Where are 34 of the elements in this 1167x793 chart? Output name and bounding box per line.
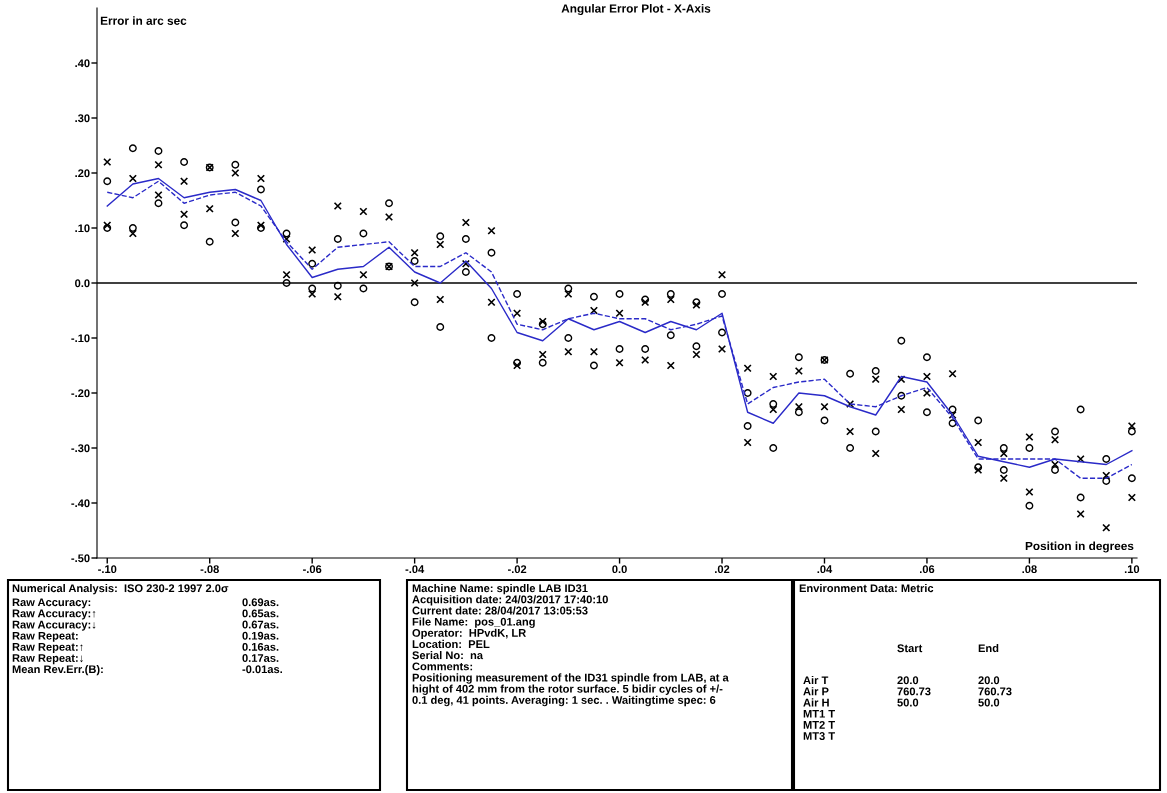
text: End	[978, 644, 999, 653]
x-tick-label: .02	[715, 565, 730, 574]
x-tick-label: -.02	[507, 565, 527, 574]
text: Environment Data: Metric	[799, 584, 934, 593]
y-tick-label: .30	[75, 114, 90, 123]
y-axis-title: Error in arc sec	[100, 16, 187, 25]
text: Raw Accuracy: Raw Accuracy:↑ Raw Accuracy:↓ Raw Repeat: Raw Repeat:↑ Raw Repeat:↓ Mean Rev.Err.(B):	[12, 598, 103, 676]
y-tick-label: -.10	[71, 334, 90, 343]
chart-title: Angular Error Plot - X-Axis	[561, 4, 711, 16]
x-tick-label: .04	[817, 565, 833, 574]
x-tick-label: -.08	[200, 565, 219, 574]
x-tick-label: -.04	[405, 565, 425, 574]
x-tick-label: -.06	[303, 565, 322, 574]
text: Start	[897, 644, 923, 653]
x-axis-title: Position in degrees	[1025, 541, 1134, 553]
y-tick-label: .40	[75, 59, 90, 68]
text: Numerical Analysis: ISO 230-2 1997 2.0σ	[12, 584, 229, 595]
y-tick-label: .20	[75, 169, 90, 178]
text: 0.69as. 0.65as. 0.67as. 0.19as. 0.16as. 0.17as. -0.01as.	[242, 598, 283, 674]
x-tick-label: .06	[919, 565, 935, 574]
x-tick-label: 0.0	[612, 565, 627, 574]
text: 20.0 760.73 50.0	[897, 676, 931, 707]
x-tick-label: .10	[1124, 565, 1140, 574]
y-tick-label: 0.0	[75, 279, 90, 288]
y-tick-label: -.40	[71, 499, 90, 508]
y-tick-label: -.30	[71, 444, 90, 453]
text: Machine Name: spindle LAB ID31 Acquisition date: 24/03/2017 17:40:10 Current date: 28/04/2017 13:05:53 File Name: pos_01.ang Operator: HPvdK, LR Location: PEL Serial No: na Comments: Positioning measurement of the ID31 spindle from LAB, at a hight of 402 mm from the rotor surface. 5 bidir cycles of +/- 0.1 deg, 41 points. Averaging: 1 sec. . Waitingtime spec: 6	[412, 584, 729, 707]
y-tick-label: -.50	[71, 554, 90, 563]
x-tick-label: -.10	[98, 565, 117, 574]
y-tick-label: .10	[75, 224, 90, 233]
y-tick-label: -.20	[71, 389, 90, 398]
text: 20.0 760.73 50.0	[978, 676, 1012, 707]
x-tick-label: .08	[1022, 565, 1037, 574]
text: Air T Air P Air H MT1 T MT2 T MT3 T	[803, 676, 835, 740]
